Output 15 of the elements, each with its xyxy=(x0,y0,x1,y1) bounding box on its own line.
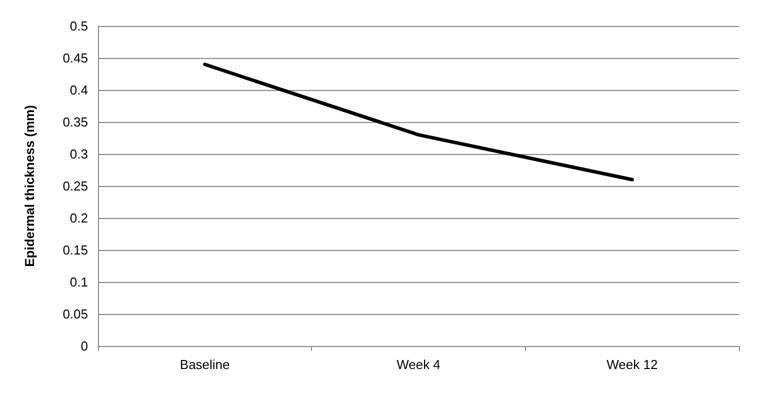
y-tick-label: 0.15 xyxy=(62,242,88,258)
y-tick-label: 0.05 xyxy=(62,306,88,322)
y-axis-title: Epidermal thickness (mm) xyxy=(22,105,37,267)
x-tick-label: Week 4 xyxy=(396,357,440,372)
y-tick-label: 0.45 xyxy=(62,50,88,66)
y-tick-label: 0.35 xyxy=(62,114,88,130)
y-tick-label: 0 xyxy=(80,338,88,354)
y-tick-label: 0.25 xyxy=(62,178,88,194)
y-tick-label: 0.2 xyxy=(70,210,88,226)
y-tick-label: 0.4 xyxy=(70,82,88,98)
x-tick-label: Baseline xyxy=(180,357,230,372)
y-tick-label: 0.3 xyxy=(70,146,88,162)
y-tick-label: 0.5 xyxy=(70,18,88,34)
y-tick-label: 0.1 xyxy=(70,274,88,290)
x-tick-label: Week 12 xyxy=(606,357,658,372)
